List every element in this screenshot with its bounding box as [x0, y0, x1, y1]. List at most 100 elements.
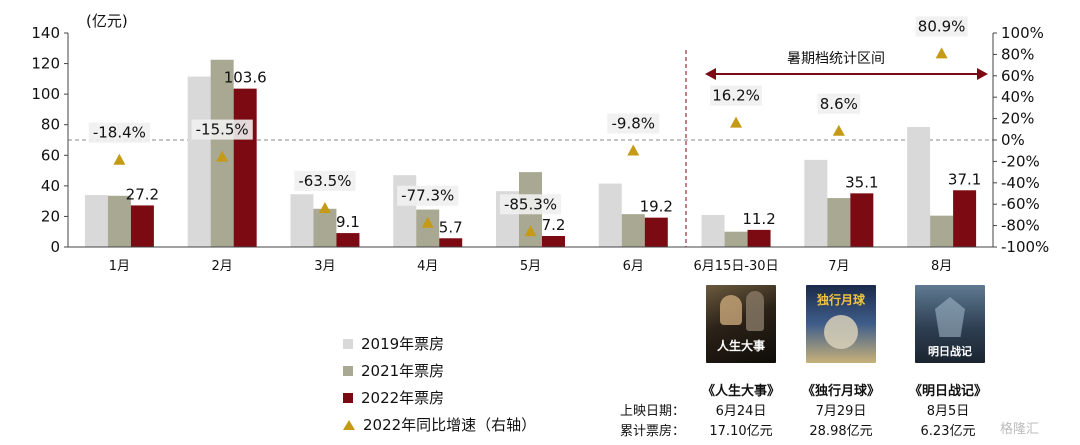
- bar-value-label: 5.7: [439, 218, 463, 236]
- right-tick-label: -20%: [1001, 152, 1040, 170]
- movie-poster-3: 明日战记: [915, 285, 985, 363]
- legend-item-growth: 2022年同比增速（右轴）: [343, 411, 536, 438]
- right-tick-label: 40%: [1001, 88, 1034, 106]
- bar-2021年票房: [416, 209, 440, 247]
- bar-2019年票房: [84, 195, 108, 247]
- movie-release-2: 7月29日: [815, 404, 867, 419]
- growth-marker: [730, 116, 743, 128]
- y-unit-label: (亿元): [86, 12, 128, 30]
- growth-marker: [627, 144, 640, 156]
- bar-2022年票房: [439, 238, 463, 247]
- bar-2022年票房: [953, 190, 977, 247]
- growth-value-label: -15.5%: [196, 121, 249, 139]
- legend-item-2021: 2021年票房: [343, 357, 536, 384]
- poster-figure-icon: [720, 295, 742, 325]
- legend-swatch-2022: [343, 392, 353, 403]
- movie-title-1: 《人生大事》: [701, 384, 780, 399]
- summer-arrow-left-head: [705, 68, 716, 80]
- summer-label: 暑期档统计区间: [787, 51, 885, 67]
- chart-legend: 2019年票房 2021年票房 2022年票房 2022年同比增速（右轴）: [343, 330, 536, 438]
- legend-swatch-2019: [343, 338, 353, 349]
- left-tick-label: 120: [31, 55, 60, 73]
- growth-label-bg: [817, 93, 861, 114]
- watermark: 格隆汇: [1000, 422, 1040, 437]
- growth-label-bg: [499, 194, 562, 215]
- growth-marker: [832, 124, 845, 136]
- bar-value-label: 103.6: [224, 69, 267, 87]
- category-label: 7月: [828, 259, 849, 274]
- growth-marker: [216, 150, 229, 162]
- right-tick-label: 20%: [1001, 110, 1034, 128]
- growth-value-label: -85.3%: [504, 195, 557, 213]
- bar-2022年票房: [542, 235, 565, 247]
- category-label: 8月: [931, 259, 952, 274]
- growth-label-bg: [607, 113, 660, 134]
- growth-value-label: -77.3%: [401, 187, 454, 205]
- summer-label-bg: [774, 48, 898, 68]
- growth-value-label: 80.9%: [918, 17, 966, 35]
- growth-value-label: 8.6%: [820, 95, 858, 113]
- right-tick-label: -80%: [1001, 217, 1040, 235]
- summer-arrow-right-head: [977, 68, 988, 80]
- right-tick-label: 0%: [1001, 131, 1025, 149]
- poster-figure-icon: [746, 291, 764, 331]
- bar-value-label: 9.1: [336, 213, 360, 231]
- category-label: 6月: [623, 259, 644, 274]
- growth-marker: [421, 216, 434, 228]
- poster-title-3: 明日战记: [928, 345, 972, 358]
- right-tick-label: 80%: [1001, 45, 1034, 63]
- movie-box-office-3: 6.23亿元: [920, 424, 976, 439]
- movie-box-office-1: 17.10亿元: [709, 424, 773, 439]
- right-tick-label: 60%: [1001, 67, 1034, 85]
- right-tick-label: -60%: [1001, 195, 1040, 213]
- growth-label-bg: [191, 119, 253, 140]
- left-tick-label: 140: [31, 24, 60, 42]
- movie-poster-2: 独行月球: [806, 285, 876, 363]
- bar-value-label: 27.2: [126, 185, 159, 203]
- left-tick-label: 20: [41, 207, 60, 225]
- movie-title-3: 《明日战记》: [908, 384, 987, 399]
- category-label: 1月: [109, 259, 130, 274]
- growth-label-bg: [88, 122, 150, 143]
- category-label: 6月15日-30日: [694, 259, 779, 274]
- growth-marker: [113, 153, 126, 165]
- right-tick-label: -100%: [1001, 238, 1049, 256]
- growth-value-label: -9.8%: [612, 114, 656, 132]
- growth-value-label: -63.5%: [298, 172, 351, 190]
- bar-2022年票房: [644, 217, 668, 247]
- poster-title-1: 人生大事: [716, 339, 765, 353]
- growth-label-bg: [915, 16, 968, 37]
- growth-marker: [524, 225, 537, 237]
- growth-label-bg: [710, 85, 763, 106]
- bar-2021年票房: [107, 195, 131, 247]
- bar-2022年票房: [336, 233, 360, 247]
- release-date-label: 上映日期：: [620, 404, 686, 419]
- right-tick-label: -40%: [1001, 174, 1040, 192]
- growth-label-bg: [397, 185, 459, 206]
- cumulative-box-office-label: 累计票房：: [620, 424, 686, 439]
- left-tick-label: 60: [41, 146, 60, 164]
- bar-value-label: 7.2: [542, 216, 566, 234]
- poster-moon-icon: [824, 315, 858, 349]
- legend-label-growth: 2022年同比增速（右轴）: [363, 416, 537, 434]
- bar-2019年票房: [187, 76, 211, 247]
- bar-2021年票房: [724, 231, 748, 247]
- bar-2019年票房: [804, 159, 828, 247]
- growth-marker: [318, 201, 331, 213]
- bar-2021年票房: [930, 215, 954, 247]
- bar-2022年票房: [850, 193, 874, 247]
- growth-value-label: -18.4%: [93, 124, 146, 142]
- bar-2021年票房: [621, 214, 645, 247]
- growth-value-label: 16.2%: [712, 87, 760, 105]
- bar-2019年票房: [290, 194, 314, 247]
- growth-marker: [935, 47, 948, 59]
- bar-2022年票房: [747, 229, 771, 247]
- legend-label-2022: 2022年票房: [361, 389, 445, 407]
- bar-2019年票房: [598, 183, 622, 247]
- bar-2022年票房: [130, 205, 154, 247]
- legend-item-2019: 2019年票房: [343, 330, 536, 357]
- legend-triangle-icon: [343, 419, 355, 430]
- category-label: 2月: [212, 259, 233, 274]
- bar-2021年票房: [827, 198, 851, 247]
